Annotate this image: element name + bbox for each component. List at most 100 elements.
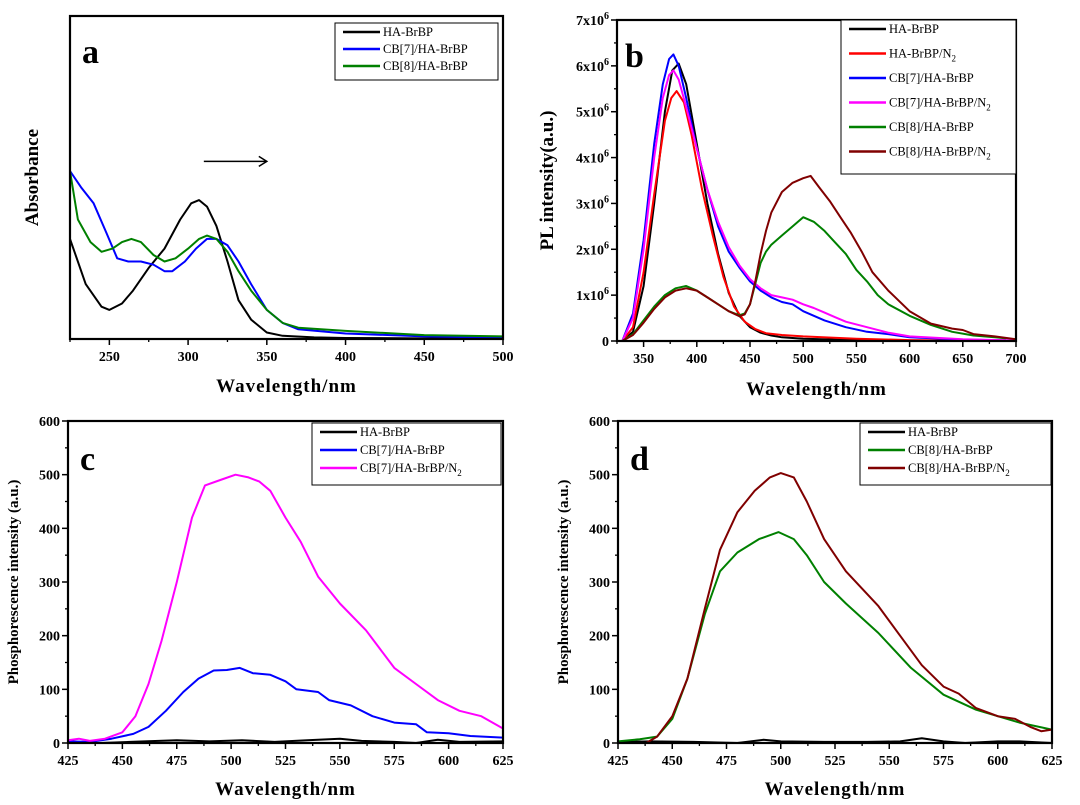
legend-label: CB[7]/HA-BrBP	[889, 71, 974, 85]
series-line-ha-brbp	[70, 199, 503, 339]
y-tick-label: 0	[53, 737, 60, 752]
legend-label-subscript: 2	[457, 468, 462, 478]
x-tick-label: 450	[414, 350, 435, 365]
legend-label-main: CB[7]/HA-BrBP	[360, 443, 445, 457]
x-tick-label: 525	[825, 754, 846, 769]
y-tick-base: 4x10	[576, 152, 604, 167]
legend-box	[840, 19, 1017, 175]
panel-b: 350 400 450 500 550 600 650 70001x1062x1063x106…	[537, 11, 1027, 400]
legend: HA-BrBP CB[7]/HA-BrBP CB[7]/HA-BrBP/N2	[311, 422, 502, 486]
x-tick-label: 500	[493, 350, 514, 365]
panel-d: 425 450 475 500 525 550 575 600 625 0 100 200 300 400…	[556, 415, 1063, 800]
y-tick-label: 500	[39, 469, 60, 484]
legend-label-main: CB[7]/HA-BrBP/N	[360, 461, 457, 475]
y-axis-title: Phosphorescence intensity (a.u.)	[6, 480, 22, 685]
x-tick-label: 400	[335, 350, 356, 365]
y-tick-exponent: 6	[604, 240, 609, 251]
x-tick-label: 575	[933, 754, 954, 769]
x-tick-label: 425	[608, 754, 629, 769]
x-tick-label: 550	[846, 352, 867, 367]
y-tick-exponent: 6	[604, 149, 609, 160]
legend-label-main: CB[8]/HA-BrBP/N	[908, 461, 1005, 475]
y-tick-base: 5x10	[576, 106, 604, 121]
x-tick-label: 625	[493, 754, 514, 769]
x-tick-label: 600	[438, 754, 459, 769]
legend-label-main: HA-BrBP	[383, 25, 433, 39]
legend-label-main: CB[8]/HA-BrBP	[889, 120, 974, 134]
legend: HA-BrBP HA-BrBP/N2 CB[7]/HA-BrBP CB[7]/HA-B…	[840, 19, 1017, 175]
y-tick-label: 6x106	[576, 57, 609, 75]
x-tick-label: 300	[178, 350, 199, 365]
y-tick-label: 0	[603, 737, 610, 752]
y-tick-exponent: 6	[604, 103, 609, 114]
series-line-cb-8-ha-brbp	[621, 216, 1007, 341]
panel-label: c	[80, 441, 95, 478]
legend-box	[859, 422, 1052, 486]
y-tick-label: 100	[589, 683, 610, 698]
legend-label: CB[8]/HA-BrBP/N2	[908, 461, 1010, 478]
y-tick-base: 2x10	[576, 243, 604, 258]
x-axis-title: Wavelength/nm	[216, 376, 357, 397]
arrow-head-icon	[258, 155, 269, 167]
y-tick-label: 7x106	[576, 11, 609, 29]
legend-label-main: CB[7]/HA-BrBP/N	[889, 96, 986, 110]
legend-label-main: HA-BrBP	[908, 425, 958, 439]
x-tick-label: 450	[662, 754, 683, 769]
x-tick-label: 250	[99, 350, 120, 365]
x-tick-label: 350	[633, 352, 654, 367]
legend-label: CB[7]/HA-BrBP/N2	[889, 96, 991, 113]
plot-frame	[68, 14, 505, 341]
x-tick-label: 650	[952, 352, 973, 367]
x-tick-label: 400	[686, 352, 707, 367]
y-tick-exponent: 6	[604, 57, 609, 68]
legend-label: HA-BrBP	[360, 425, 410, 439]
x-tick-label: 600	[899, 352, 920, 367]
x-tick-label: 500	[793, 352, 814, 367]
x-tick-label: 525	[275, 754, 296, 769]
legend-label: CB[8]/HA-BrBP	[908, 443, 993, 457]
y-tick-base: 0	[602, 335, 609, 350]
x-tick-label: 700	[1006, 352, 1027, 367]
x-tick-label: 450	[740, 352, 761, 367]
y-tick-label: 400	[39, 522, 60, 537]
legend-label-subscript: 2	[1005, 468, 1010, 478]
series-line-cb-7-ha-brbp	[621, 53, 1016, 341]
x-tick-label: 425	[58, 754, 79, 769]
y-tick-label: 300	[39, 576, 60, 591]
legend: HA-BrBP CB[8]/HA-BrBP CB[8]/HA-BrBP/N2	[859, 422, 1052, 486]
x-axis-title: Wavelength/nm	[765, 779, 906, 800]
y-tick-label: 3x106	[576, 194, 609, 212]
panel-label: d	[630, 441, 649, 478]
x-tick-label: 500	[221, 754, 242, 769]
series-line-cb-7-ha-brbp	[68, 666, 503, 743]
series-group	[70, 170, 503, 339]
series-line-cb-8-ha-brbp-n2	[645, 472, 1052, 743]
legend-label: HA-BrBP	[889, 22, 939, 36]
legend-label: CB[7]/HA-BrBP	[360, 443, 445, 457]
y-tick-exponent: 6	[604, 194, 609, 205]
legend-label-main: HA-BrBP/N	[889, 47, 952, 61]
legend-label-main: HA-BrBP	[889, 22, 939, 36]
legend-label-main: CB[8]/HA-BrBP	[908, 443, 993, 457]
series-line-cb-8-ha-brbp	[70, 170, 503, 338]
series-line-cb-7-ha-brbp	[70, 170, 503, 339]
y-axis-title: Absorbance	[22, 129, 43, 226]
y-tick-base: 3x10	[576, 197, 604, 212]
series-line-cb-7-ha-brbp-n2	[68, 473, 503, 742]
y-tick-label: 400	[589, 522, 610, 537]
panel-a: 250 300 350 400 450 500 Wavelength/nm Absorbanc…	[22, 14, 514, 397]
series-line-ha-brbp	[68, 737, 503, 743]
x-tick-label: 475	[166, 754, 187, 769]
y-tick-label: 200	[589, 630, 610, 645]
x-tick-label: 600	[987, 754, 1008, 769]
y-tick-label: 5x106	[576, 103, 609, 121]
legend-label: HA-BrBP	[383, 25, 433, 39]
legend-label-main: CB[7]/HA-BrBP	[889, 71, 974, 85]
x-axis-title: Wavelength/nm	[215, 779, 356, 800]
legend: HA-BrBP CB[7]/HA-BrBP CB[8]/HA-BrBP	[334, 22, 499, 81]
legend-box	[311, 422, 502, 486]
legend-label: HA-BrBP/N2	[889, 47, 956, 64]
x-tick-label: 550	[879, 754, 900, 769]
legend-label-subscript: 2	[952, 54, 957, 64]
